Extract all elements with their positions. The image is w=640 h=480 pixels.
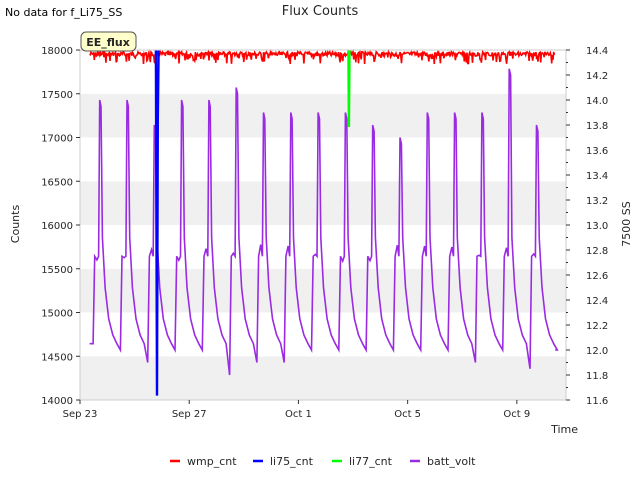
series-wmp-cnt [89,48,556,65]
chart-title: Flux Counts [282,4,359,19]
series-batt-volt [89,68,559,376]
y-tick-label: 14000 [41,396,73,407]
y-tick-label: 16000 [41,221,73,232]
y-tick-label: 17500 [41,90,73,101]
y2-tick-label: 11.6 [586,396,608,407]
background-bands [80,50,566,400]
series-li75-cnt [154,49,160,396]
y-axis-label: Counts [9,205,22,244]
y2-tick-label: 11.8 [586,371,608,382]
no-data-note: No data for f_Li75_SS [5,6,123,19]
grid-band [80,312,566,357]
y-tick-label: 16500 [41,177,73,188]
y2-tick-label: 12.2 [586,321,608,332]
legend: wmp_cnt li75_cnt li77_cnt batt_volt [170,455,476,468]
legend-label: wmp_cnt [187,455,237,468]
y2-tick-label: 12.4 [586,296,608,307]
y-axis-right: 11.6 11.8 12.0 12.2 12.4 12.6 12.8 13.0 13.2 13.4… [566,46,608,407]
y2-tick-label: 12.6 [586,271,608,282]
legend-label: batt_volt [427,455,476,468]
y2-tick-label: 13.0 [586,221,608,232]
y-tick-label: 15000 [41,309,73,320]
grid-band [80,93,566,138]
grid-band [80,137,566,182]
x-tick-label: Oct 1 [285,409,312,420]
x-tick-label: Sep 23 [63,409,98,420]
y2-tick-label: 14.0 [586,96,608,107]
x-tick-label: Oct 9 [503,409,530,420]
y2-axis-label: 7500 SS [620,201,633,246]
y2-tick-label: 13.4 [586,171,608,182]
badge-label: EE_flux [86,36,130,49]
y2-tick-label: 13.2 [586,196,608,207]
y2-tick-label: 12.8 [586,246,608,257]
y-tick-label: 15500 [41,265,73,276]
y-tick-label: 17000 [41,134,73,145]
ee-flux-badge: EE_flux [80,31,137,52]
y2-tick-label: 13.6 [586,146,608,157]
series-layer [89,48,559,396]
grid-band [80,356,566,400]
x-tick-label: Oct 5 [394,409,421,420]
y-tick-label: 18000 [41,46,73,57]
y2-tick-label: 14.4 [586,46,608,57]
x-axis-label: Time [550,423,578,436]
x-axis: Sep 23 Sep 27 Oct 1 Oct 5 Oct 9 [63,400,530,420]
y2-tick-label: 13.8 [586,121,608,132]
y-tick-label: 14500 [41,352,73,363]
series-li77-cnt [347,49,351,128]
x-tick-label: Sep 27 [172,409,207,420]
legend-label: li77_cnt [349,455,393,468]
y-axis-left: 14000 14500 15000 15500 16000 16500 17000 17500… [41,46,80,407]
y2-tick-label: 12.0 [586,346,608,357]
legend-label: li75_cnt [270,455,314,468]
y2-tick-label: 14.2 [586,71,608,82]
